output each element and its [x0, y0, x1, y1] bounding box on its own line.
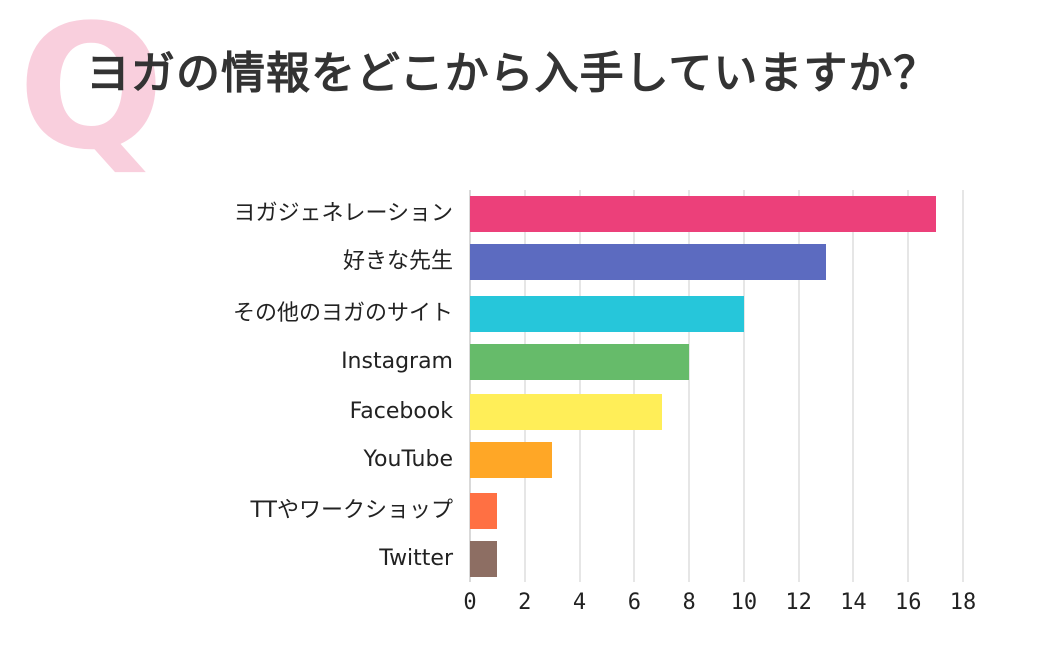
x-tick-label: 8 [682, 590, 696, 615]
x-tick-label: 18 [949, 590, 977, 615]
page-title: ヨガの情報をどこから入手していますか？ [86, 48, 939, 99]
bar [470, 442, 553, 478]
x-tick-label: 10 [730, 590, 758, 615]
category-label: ヨガジェネレーション [233, 201, 453, 226]
category-label: YouTube [363, 447, 453, 472]
x-tick-label: 0 [463, 590, 477, 615]
gridline [633, 190, 636, 582]
x-tick-label: 14 [840, 590, 867, 615]
gridline [742, 190, 745, 582]
gridline [578, 190, 581, 582]
bar [470, 244, 827, 280]
category-label: Instagram [341, 349, 453, 374]
bar [470, 344, 690, 380]
x-tick-label: 4 [572, 590, 587, 615]
bar [470, 394, 662, 430]
bar [470, 541, 498, 577]
bar [470, 493, 498, 529]
gridline [688, 190, 691, 582]
gridline [797, 190, 800, 582]
gridline [523, 190, 526, 582]
gridline [962, 190, 964, 582]
category-label: その他のヨガのサイト [232, 301, 453, 326]
gridline [907, 190, 910, 582]
category-label: TTやワークショップ [250, 498, 454, 523]
category-label: Twitter [379, 546, 453, 571]
x-tick-label: 6 [627, 590, 641, 615]
x-tick-label: 16 [894, 590, 922, 615]
bar [470, 196, 936, 232]
category-label: Facebook [349, 399, 453, 424]
category-label: 好きな先生 [342, 249, 453, 274]
q-mark-decoration: Q [18, 0, 165, 188]
bar [470, 296, 744, 332]
gridline [852, 190, 855, 582]
x-tick-label: 12 [785, 590, 812, 615]
x-tick-label: 2 [518, 590, 532, 615]
y-axis-line [469, 190, 471, 582]
